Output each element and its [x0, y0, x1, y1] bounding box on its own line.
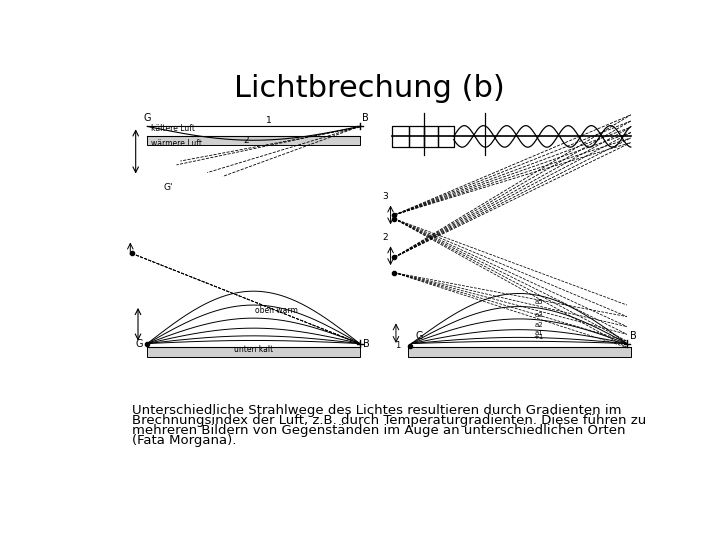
- Bar: [408, 347, 631, 357]
- Text: a5: a5: [535, 299, 544, 305]
- Text: 1: 1: [395, 341, 400, 349]
- Text: 3: 3: [382, 192, 388, 201]
- Text: unten kalt: unten kalt: [234, 345, 273, 354]
- Text: G': G': [163, 183, 173, 192]
- Text: 1: 1: [266, 116, 271, 125]
- Text: B: B: [363, 339, 369, 348]
- Bar: [148, 136, 360, 145]
- Text: Brechnungsindex der Luft, z.B. durch Temperaturgradienten. Diese führen zu: Brechnungsindex der Luft, z.B. durch Tem…: [132, 414, 646, 427]
- Text: a1: a1: [534, 330, 544, 336]
- Text: B: B: [362, 113, 369, 123]
- Text: a3: a3: [534, 312, 544, 318]
- Text: oben warm: oben warm: [255, 306, 298, 315]
- Text: kältere Luft: kältere Luft: [151, 124, 195, 133]
- Text: +1: +1: [534, 334, 544, 340]
- Text: Lichtbrechung (b): Lichtbrechung (b): [233, 74, 505, 103]
- Text: B: B: [630, 331, 636, 341]
- Text: (Fata Morgana).: (Fata Morgana).: [132, 434, 236, 447]
- Text: Unterschiedliche Strahlwege des Lichtes resultieren durch Gradienten im: Unterschiedliche Strahlwege des Lichtes …: [132, 403, 621, 416]
- Text: a2: a2: [535, 322, 544, 328]
- Text: G: G: [415, 331, 423, 341]
- Text: 2: 2: [243, 136, 248, 145]
- Text: G: G: [143, 113, 151, 123]
- Text: wärmere Luft: wärmere Luft: [151, 139, 202, 148]
- Bar: [148, 347, 360, 357]
- Text: G: G: [136, 339, 143, 348]
- Text: 2: 2: [382, 233, 388, 242]
- Text: mehreren Bildern von Gegenständen im Auge an unterschiedlichen Orten: mehreren Bildern von Gegenständen im Aug…: [132, 423, 626, 437]
